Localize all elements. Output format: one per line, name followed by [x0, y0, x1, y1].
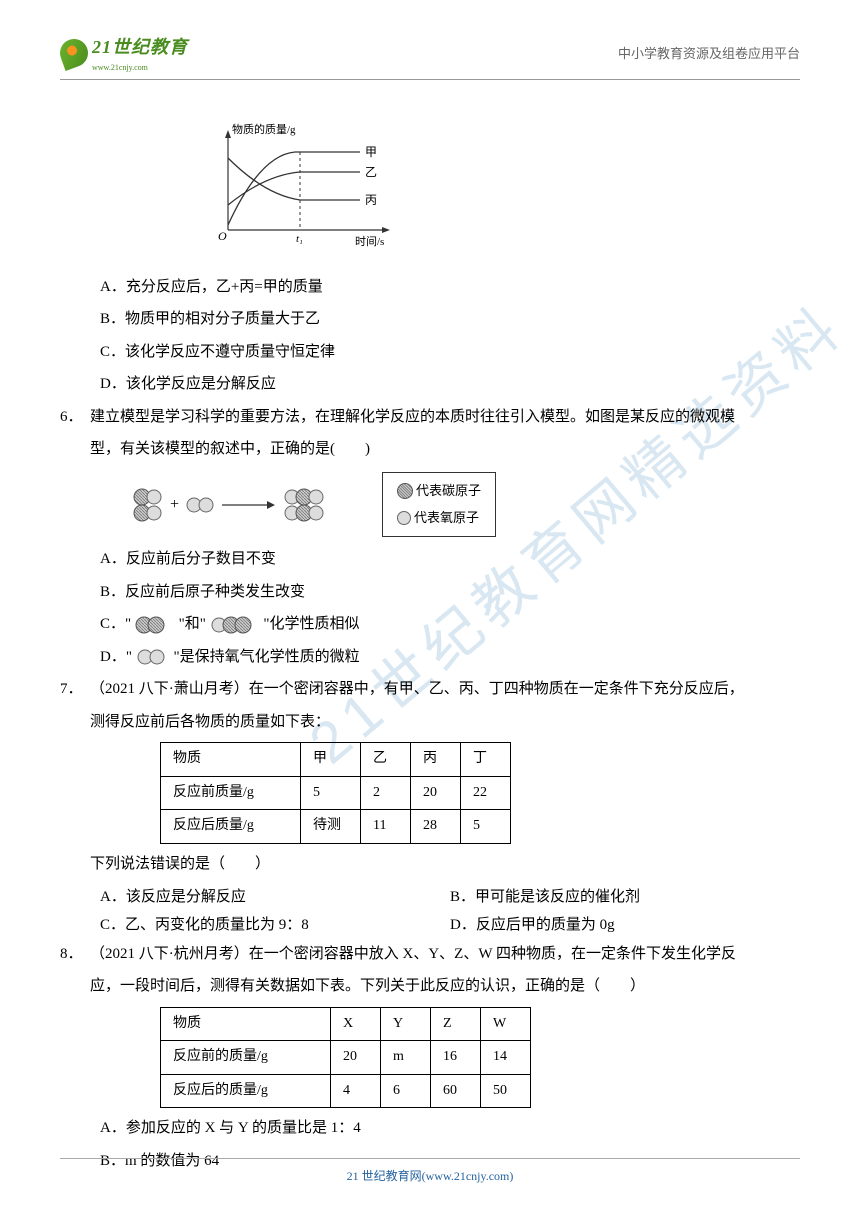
logo-sub-text: www.21cnjy.com: [92, 60, 188, 75]
header-right-text: 中小学教育资源及组卷应用平台: [618, 30, 800, 67]
q8-line1: 8． （2021 八下·杭州月考）在一个密闭容器中放入 X、Y、Z、W 四种物质…: [60, 940, 800, 969]
table-row: 物质 甲 乙 丙 丁: [161, 743, 511, 777]
q7-line1: 7． （2021 八下·萧山月考）在一个密闭容器中，有甲、乙、丙、丁四种物质在一…: [60, 675, 800, 704]
q7-option-d: D．反应后甲的质量为 0g: [450, 911, 800, 940]
q7-table: 物质 甲 乙 丙 丁 反应前质量/g 5 2 20 22 反应后质量/g 待测 …: [160, 742, 511, 844]
page-header: 21世纪教育 www.21cnjy.com 中小学教育资源及组卷应用平台: [60, 30, 800, 80]
q7-row-ab: A．该反应是分解反应 B．甲可能是该反应的催化剂: [100, 883, 800, 912]
table-row: 反应后的质量/g 4 6 60 50: [161, 1074, 531, 1108]
q7-option-b: B．甲可能是该反应的催化剂: [450, 883, 800, 912]
reaction-diagram: +: [130, 483, 360, 527]
logo-main-text: 21世纪教育: [92, 37, 188, 57]
curve-bing: 丙: [365, 193, 377, 207]
q5-option-c: C．该化学反应不遵守质量守恒定律: [100, 338, 800, 367]
svg-text:+: +: [170, 496, 179, 513]
mass-time-chart: 物质的质量/g 时间/s O t₁ 甲 乙 丙: [200, 120, 410, 250]
table-row: 反应后质量/g 待测 11 28 5: [161, 810, 511, 844]
logo-icon: [56, 35, 92, 71]
co2-molecule-icon: [210, 616, 260, 634]
logo: 21世纪教育 www.21cnjy.com: [60, 30, 188, 75]
origin-label: O: [218, 229, 227, 243]
q6-option-d: D．" "是保持氧气化学性质的微粒: [100, 643, 800, 672]
q7-row-cd: C．乙、丙变化的质量比为 9：8 D．反应后甲的质量为 0g: [100, 911, 800, 940]
q6-line1: 6． 建立模型是学习科学的重要方法，在理解化学反应的本质时往往引入模型。如图是某…: [60, 403, 800, 432]
q5-chart: 物质的质量/g 时间/s O t₁ 甲 乙 丙: [200, 120, 800, 261]
q6-diagram: + 代表碳原子 代表氧原子: [130, 472, 800, 537]
table-row: 反应前质量/g 5 2 20 22: [161, 776, 511, 810]
co-molecule-icon: [135, 616, 175, 634]
content-body: 物质的质量/g 时间/s O t₁ 甲 乙 丙 A．充分反应后，乙+丙=甲的质量…: [60, 120, 800, 1175]
o2-molecule-icon: [136, 648, 170, 666]
x-axis-label: 时间/s: [355, 235, 384, 248]
curve-jia: 甲: [365, 145, 377, 159]
q6-option-c: C．" "和" "化学性质相似: [100, 610, 800, 639]
oxygen-atom-icon: [397, 511, 411, 525]
q5-option-b: B．物质甲的相对分子质量大于乙: [100, 305, 800, 334]
t1-label: t₁: [296, 233, 303, 245]
q7-option-a: A．该反应是分解反应: [100, 883, 450, 912]
q6-option-b: B．反应前后原子种类发生改变: [100, 578, 800, 607]
q7-prompt: 下列说法错误的是（ ）: [90, 850, 800, 879]
q6-line2: 型，有关该模型的叙述中，正确的是( ): [90, 435, 800, 464]
q5-option-a: A．充分反应后，乙+丙=甲的质量: [100, 273, 800, 302]
q5-option-d: D．该化学反应是分解反应: [100, 370, 800, 399]
q8-table: 物质 X Y Z W 反应前的质量/g 20 m 16 14 反应后的质量/g …: [160, 1007, 531, 1109]
carbon-atom-icon: [397, 483, 413, 499]
y-axis-label: 物质的质量/g: [232, 122, 296, 136]
page-footer: 21 世纪教育网(www.21cnjy.com): [60, 1158, 800, 1188]
atom-legend: 代表碳原子 代表氧原子: [382, 472, 496, 537]
q7-line2: 测得反应前后各物质的质量如下表：: [90, 708, 800, 737]
table-row: 物质 X Y Z W: [161, 1007, 531, 1041]
q7-option-c: C．乙、丙变化的质量比为 9：8: [100, 911, 450, 940]
table-row: 反应前的质量/g 20 m 16 14: [161, 1041, 531, 1075]
q8-line2: 应，一段时间后，测得有关数据如下表。下列关于此反应的认识，正确的是（ ）: [90, 972, 800, 1001]
q6-option-a: A．反应前后分子数目不变: [100, 545, 800, 574]
q8-option-a: A．参加反应的 X 与 Y 的质量比是 1：4: [100, 1114, 800, 1143]
curve-yi: 乙: [365, 165, 377, 179]
